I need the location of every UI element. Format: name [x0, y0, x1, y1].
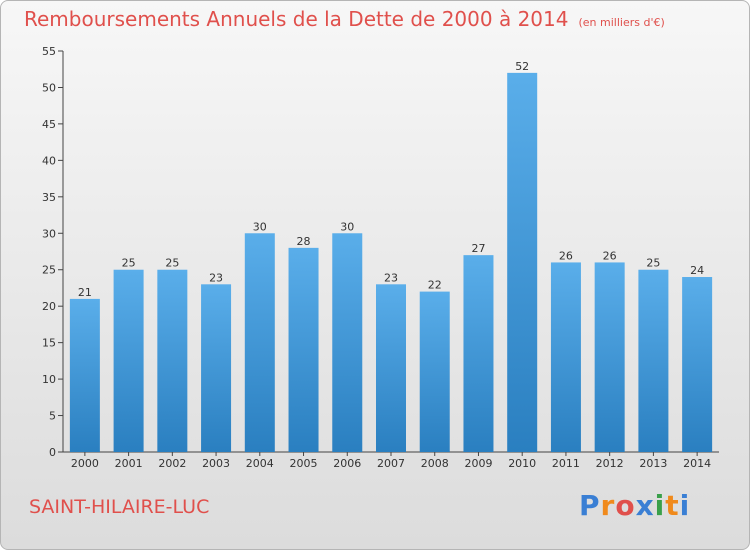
bar [463, 255, 494, 452]
x-tick-label: 2011 [552, 457, 580, 470]
data-label: 52 [515, 60, 529, 73]
y-tick-label: 30 [42, 227, 56, 240]
chart-title: Remboursements Annuels de la Dette de 20… [24, 7, 665, 31]
commune-name: SAINT-HILAIRE-LUC [29, 496, 210, 518]
y-tick-label: 50 [42, 81, 56, 94]
x-tick-label: 2006 [333, 457, 361, 470]
chart-title-text: Remboursements Annuels de la Dette de 20… [24, 7, 569, 31]
logo-letter: x [635, 489, 655, 522]
bar [157, 269, 188, 452]
x-tick-label: 2008 [421, 457, 449, 470]
x-tick-label: 2014 [683, 457, 711, 470]
bar [419, 291, 450, 452]
logo-letter: i [654, 489, 666, 522]
y-tick-label: 40 [42, 154, 56, 167]
logo-letter: i [679, 489, 691, 522]
x-tick-label: 2002 [158, 457, 186, 470]
x-tick-label: 2004 [246, 457, 274, 470]
data-label: 25 [122, 257, 136, 270]
data-label: 26 [559, 249, 573, 262]
y-tick-label: 20 [42, 300, 56, 313]
logo-letter: t [665, 489, 680, 522]
y-tick-label: 35 [42, 191, 56, 204]
y-tick-label: 45 [42, 118, 56, 131]
chart-labels: 21 25 25 23 30 28 30 23 22 27 52 26 26 25 24 [78, 60, 704, 299]
bar [594, 262, 625, 452]
data-label: 23 [384, 271, 398, 284]
logo-letter: r [600, 489, 616, 522]
data-label: 24 [690, 264, 704, 277]
x-tick-label: 2001 [115, 457, 143, 470]
bar [682, 277, 713, 452]
x-tick-label: 2007 [377, 457, 405, 470]
bar [550, 262, 581, 452]
data-label: 25 [646, 257, 660, 270]
bar [113, 269, 144, 452]
data-label: 23 [209, 271, 223, 284]
x-tick-label: 2005 [290, 457, 318, 470]
bar [507, 72, 538, 452]
data-label: 21 [78, 286, 92, 299]
y-tick-label: 10 [42, 373, 56, 386]
bar [201, 284, 232, 452]
data-label: 26 [603, 249, 617, 262]
chart-axes: 0 5 10 15 20 25 30 35 40 45 50 55 2000 2001 2002 2003 20… [42, 45, 719, 470]
data-label: 27 [471, 242, 485, 255]
data-label: 28 [297, 235, 311, 248]
bar [638, 269, 669, 452]
x-tick-label: 2009 [464, 457, 492, 470]
bar [244, 233, 275, 452]
bar [288, 247, 319, 452]
x-tick-label: 2000 [71, 457, 99, 470]
bar [376, 284, 406, 452]
chart-unit: (en milliers d'€) [578, 16, 665, 29]
data-label: 30 [340, 220, 354, 233]
y-tick-label: 5 [49, 410, 56, 423]
data-label: 22 [428, 279, 442, 292]
y-tick-label: 55 [42, 45, 56, 58]
y-tick-label: 25 [42, 264, 56, 277]
y-tick-label: 0 [49, 446, 56, 459]
data-label: 30 [253, 220, 267, 233]
bar [332, 233, 363, 452]
x-tick-label: 2012 [596, 457, 624, 470]
x-tick-label: 2013 [639, 457, 667, 470]
x-tick-label: 2003 [202, 457, 230, 470]
bar [69, 298, 100, 452]
chart-bars [69, 72, 713, 452]
logo-letter: o [615, 489, 636, 522]
data-label: 25 [165, 257, 179, 270]
y-tick-label: 15 [42, 337, 56, 350]
logo-letter: P [579, 489, 601, 522]
x-tick-label: 2010 [508, 457, 536, 470]
proxiti-logo[interactable]: Proxiti [579, 489, 690, 522]
